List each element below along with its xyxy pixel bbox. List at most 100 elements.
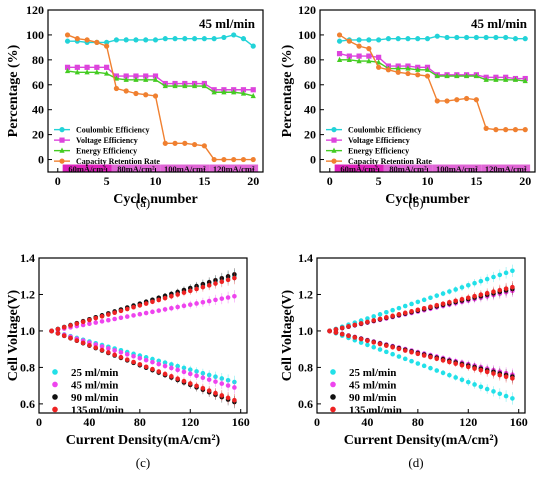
band-label: 80mA/cm² bbox=[389, 164, 427, 174]
chart-panel-2: 60mA/cm² 80mA/cm² 100mA/cm² 120mA/cm² 0 5 10 15… bbox=[280, 3, 536, 210]
legend-label: 135 ml/min bbox=[71, 404, 124, 416]
discharge-point bbox=[453, 375, 458, 380]
charge-point bbox=[93, 320, 99, 325]
discharge-point bbox=[131, 359, 136, 365]
discharge-point bbox=[421, 363, 427, 369]
charge-point bbox=[93, 315, 99, 321]
y-tick-label: 80 bbox=[32, 53, 44, 67]
discharge-point bbox=[384, 349, 389, 355]
data-point bbox=[336, 38, 343, 44]
y-tick-label: 1.4 bbox=[20, 251, 35, 265]
legend-label: Capacity Retention Rate bbox=[76, 157, 160, 166]
legend-label: 25 ml/min bbox=[71, 367, 118, 379]
data-point bbox=[64, 64, 71, 70]
charge-point bbox=[510, 284, 515, 290]
axis-ticks: 0 40 80 120 160 0.6 0.8 1.0 1.2 1.4 bbox=[20, 251, 250, 429]
discharge-point bbox=[194, 369, 199, 374]
legend-label: 25 ml/min bbox=[349, 367, 396, 379]
data-point bbox=[336, 56, 343, 62]
discharge-point bbox=[156, 358, 162, 364]
data-point bbox=[473, 72, 479, 79]
discharge-point bbox=[352, 335, 358, 340]
charge-point bbox=[377, 316, 383, 322]
charge-point bbox=[421, 306, 427, 311]
data-point bbox=[240, 87, 247, 93]
discharge-point bbox=[384, 343, 389, 348]
charge-point bbox=[219, 279, 225, 285]
axis-ticks: 0 40 80 120 160 0.6 0.8 1.0 1.2 1.4 bbox=[298, 251, 528, 429]
charge-point bbox=[169, 293, 174, 299]
chart-panel-3: 0 40 80 120 160 0.6 0.8 1.0 1.2 1.4 Current Densit… bbox=[6, 251, 250, 470]
discharge-point bbox=[503, 393, 509, 399]
panel-caption: (c) bbox=[136, 455, 150, 470]
data-point bbox=[493, 34, 499, 41]
series-2 bbox=[64, 64, 256, 93]
x-tick-label: 0 bbox=[314, 415, 320, 429]
discharge-point bbox=[428, 354, 433, 360]
discharge-point bbox=[510, 396, 515, 401]
data-point bbox=[123, 73, 129, 79]
charge-point bbox=[112, 316, 117, 322]
legend-label: Energy Efficiency bbox=[348, 147, 409, 156]
data-point bbox=[336, 32, 343, 38]
data-point bbox=[231, 156, 237, 163]
charge-point bbox=[396, 305, 402, 311]
data-point bbox=[493, 76, 499, 82]
charge-point bbox=[68, 323, 73, 328]
data-point bbox=[405, 70, 411, 77]
discharge-point bbox=[472, 382, 477, 387]
charge-point bbox=[194, 301, 199, 306]
discharge-point bbox=[99, 347, 105, 353]
legend-label: 45 ml/min bbox=[349, 379, 396, 391]
data-point bbox=[434, 98, 440, 104]
series-3 bbox=[64, 67, 256, 99]
data-point bbox=[444, 72, 450, 79]
discharge-point bbox=[150, 359, 155, 365]
data-point bbox=[104, 39, 110, 46]
series-4 bbox=[336, 32, 528, 133]
data-point bbox=[201, 82, 207, 89]
data-point bbox=[221, 34, 227, 41]
discharge-point bbox=[478, 367, 484, 373]
charge-point bbox=[200, 299, 206, 305]
charge-point bbox=[156, 297, 162, 303]
data-point bbox=[250, 43, 256, 49]
data-point bbox=[454, 72, 460, 79]
charge-point bbox=[453, 287, 458, 292]
data-point bbox=[512, 36, 519, 42]
discharge-point bbox=[390, 344, 395, 350]
charge-point bbox=[131, 304, 136, 310]
charge-point bbox=[225, 277, 231, 283]
discharge-point bbox=[232, 385, 237, 390]
charge-point bbox=[112, 310, 117, 316]
x-tick-label: 40 bbox=[83, 415, 95, 429]
charge-point bbox=[137, 303, 143, 308]
data-point bbox=[240, 36, 247, 42]
discharge-point bbox=[80, 340, 86, 346]
flow-rate-annotation: 45 ml/min bbox=[471, 16, 528, 31]
charge-point bbox=[61, 324, 67, 330]
data-point bbox=[123, 88, 129, 94]
charge-point bbox=[390, 307, 395, 313]
charge-point bbox=[124, 314, 130, 319]
charge-point bbox=[80, 322, 86, 328]
legend-label: 90 ml/min bbox=[349, 392, 396, 404]
charge-point bbox=[402, 310, 408, 316]
charge-point bbox=[396, 312, 402, 317]
discharge-point bbox=[346, 333, 351, 339]
legend-marker bbox=[59, 147, 65, 153]
y-axis-label: Percentage (%) bbox=[280, 44, 295, 137]
data-point bbox=[376, 37, 382, 43]
data-point bbox=[405, 36, 411, 42]
discharge-point bbox=[459, 362, 465, 368]
x-tick-label: 5 bbox=[104, 174, 110, 188]
legend-marker bbox=[52, 369, 58, 375]
data-point bbox=[152, 93, 159, 99]
charge-point bbox=[472, 293, 477, 299]
data-point bbox=[250, 156, 256, 163]
data-point bbox=[104, 43, 110, 49]
discharge-point bbox=[365, 342, 370, 348]
